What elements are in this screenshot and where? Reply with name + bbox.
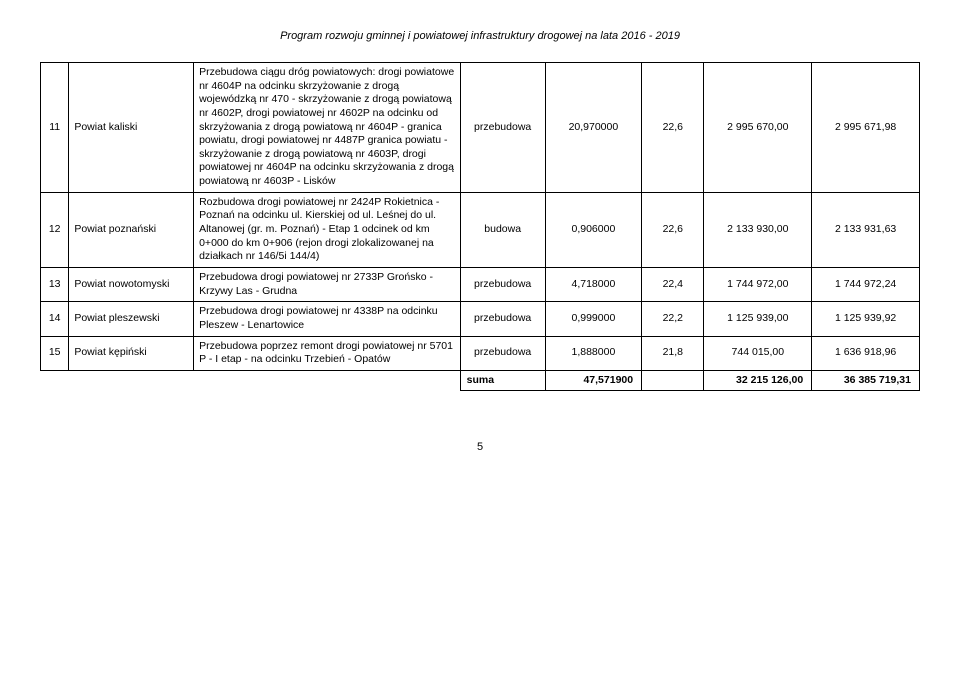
row-type: przebudowa bbox=[460, 302, 545, 336]
row-desc: Przebudowa drogi powiatowej nr 2733P Gro… bbox=[194, 267, 461, 301]
row-powiat: Powiat pleszewski bbox=[69, 302, 194, 336]
row-desc: Przebudowa poprzez remont drogi powiatow… bbox=[194, 336, 461, 370]
row-v2: 22,6 bbox=[642, 63, 704, 193]
row-v1: 20,970000 bbox=[545, 63, 641, 193]
table-row: 15Powiat kępińskiPrzebudowa poprzez remo… bbox=[41, 336, 920, 370]
row-v1: 4,718000 bbox=[545, 267, 641, 301]
sum-v1: 47,571900 bbox=[545, 370, 641, 391]
row-v4: 1 744 972,24 bbox=[812, 267, 920, 301]
row-v4: 1 636 918,96 bbox=[812, 336, 920, 370]
page-number: 5 bbox=[40, 441, 920, 453]
row-v3: 2 995 670,00 bbox=[704, 63, 812, 193]
row-v1: 0,906000 bbox=[545, 192, 641, 267]
row-v1: 0,999000 bbox=[545, 302, 641, 336]
row-num: 12 bbox=[41, 192, 69, 267]
sum-label: suma bbox=[460, 370, 545, 391]
row-desc: Przebudowa drogi powiatowej nr 4338P na … bbox=[194, 302, 461, 336]
row-v4: 1 125 939,92 bbox=[812, 302, 920, 336]
sum-v3: 32 215 126,00 bbox=[704, 370, 812, 391]
row-v2: 21,8 bbox=[642, 336, 704, 370]
sum-empty bbox=[642, 370, 704, 391]
row-v3: 2 133 930,00 bbox=[704, 192, 812, 267]
sum-row: suma47,571900 32 215 126,0036 385 719,31 bbox=[41, 370, 920, 391]
row-v4: 2 133 931,63 bbox=[812, 192, 920, 267]
table-row: 13Powiat nowotomyskiPrzebudowa drogi pow… bbox=[41, 267, 920, 301]
row-type: budowa bbox=[460, 192, 545, 267]
row-powiat: Powiat kępiński bbox=[69, 336, 194, 370]
row-v2: 22,2 bbox=[642, 302, 704, 336]
row-v4: 2 995 671,98 bbox=[812, 63, 920, 193]
row-v2: 22,4 bbox=[642, 267, 704, 301]
table-row: 12Powiat poznańskiRozbudowa drogi powiat… bbox=[41, 192, 920, 267]
row-type: przebudowa bbox=[460, 267, 545, 301]
row-v1: 1,888000 bbox=[545, 336, 641, 370]
row-powiat: Powiat kaliski bbox=[69, 63, 194, 193]
table-row: 14Powiat pleszewskiPrzebudowa drogi powi… bbox=[41, 302, 920, 336]
page-header: Program rozwoju gminnej i powiatowej inf… bbox=[40, 30, 920, 42]
row-v3: 1 744 972,00 bbox=[704, 267, 812, 301]
table-row: 11Powiat kaliskiPrzebudowa ciągu dróg po… bbox=[41, 63, 920, 193]
row-powiat: Powiat nowotomyski bbox=[69, 267, 194, 301]
row-v2: 22,6 bbox=[642, 192, 704, 267]
row-num: 13 bbox=[41, 267, 69, 301]
sum-v4: 36 385 719,31 bbox=[812, 370, 920, 391]
row-type: przebudowa bbox=[460, 63, 545, 193]
row-v3: 1 125 939,00 bbox=[704, 302, 812, 336]
row-powiat: Powiat poznański bbox=[69, 192, 194, 267]
row-v3: 744 015,00 bbox=[704, 336, 812, 370]
row-num: 11 bbox=[41, 63, 69, 193]
row-desc: Przebudowa ciągu dróg powiatowych: drogi… bbox=[194, 63, 461, 193]
data-table: 11Powiat kaliskiPrzebudowa ciągu dróg po… bbox=[40, 62, 920, 391]
row-num: 15 bbox=[41, 336, 69, 370]
row-desc: Rozbudowa drogi powiatowej nr 2424P Roki… bbox=[194, 192, 461, 267]
row-num: 14 bbox=[41, 302, 69, 336]
row-type: przebudowa bbox=[460, 336, 545, 370]
